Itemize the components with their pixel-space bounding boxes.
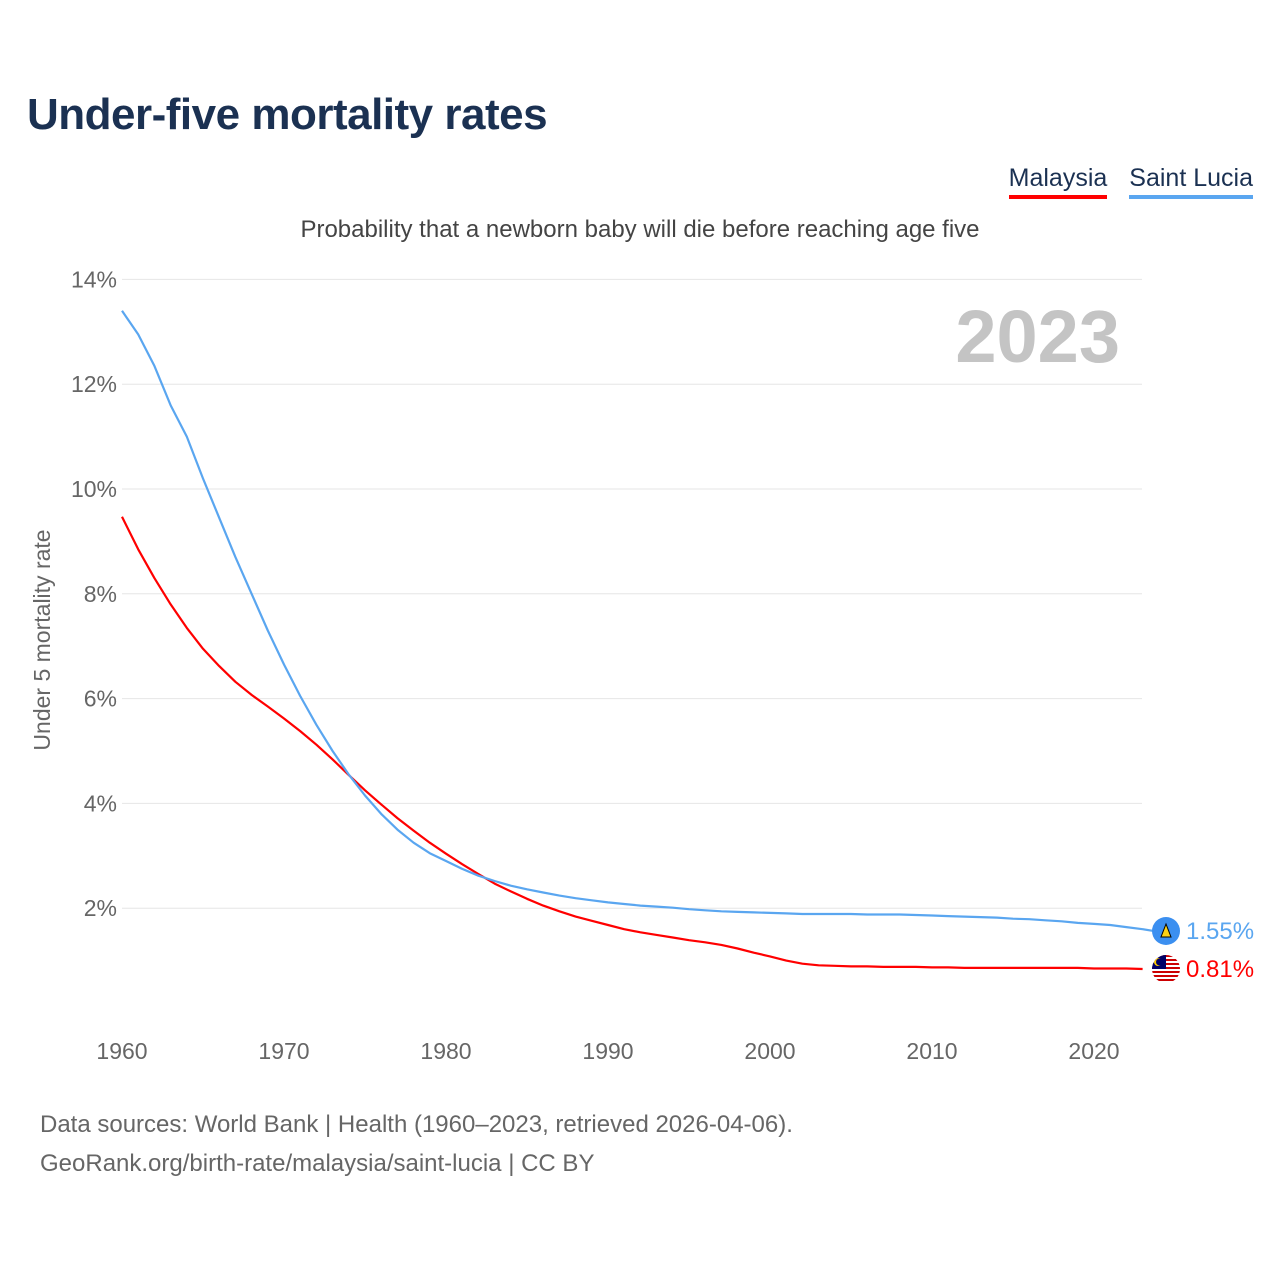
- series-line-malaysia: [121, 516, 1143, 971]
- x-tick-label: 1970: [258, 1038, 309, 1064]
- y-tick-label: 12%: [71, 371, 117, 397]
- x-tick-label: 2020: [1068, 1038, 1119, 1064]
- series-line-saint-lucia: [121, 310, 1159, 933]
- flag-icon-saint-lucia: [1152, 917, 1180, 945]
- y-tick-label: 2%: [84, 895, 117, 921]
- legend-item-malaysia[interactable]: Malaysia: [1008, 164, 1108, 199]
- data-source: Data sources: World Bank | Health (1960–…: [40, 1111, 793, 1138]
- legend: Malaysia Saint Lucia: [1008, 164, 1253, 199]
- flag-icon-malaysia: [1152, 955, 1180, 983]
- x-tick-label: 2000: [744, 1038, 795, 1064]
- source-link[interactable]: GeoRank.org/birth-rate/malaysia/saint-lu…: [40, 1150, 595, 1177]
- legend-item-saint-lucia[interactable]: Saint Lucia: [1129, 164, 1253, 199]
- y-tick-label: 6%: [84, 686, 117, 712]
- x-tick-label: 1990: [582, 1038, 633, 1064]
- y-tick-label: 14%: [71, 266, 117, 292]
- y-tick-label: 8%: [84, 581, 117, 607]
- chart-subtitle: Probability that a newborn baby will die…: [300, 216, 980, 243]
- y-tick-label: 10%: [71, 476, 117, 502]
- x-tick-label: 1980: [420, 1038, 471, 1064]
- x-tick-label: 1960: [96, 1038, 147, 1064]
- end-value-label: 1.55%: [1186, 918, 1254, 945]
- y-tick-label: 4%: [84, 790, 117, 816]
- x-tick-label: 2010: [906, 1038, 957, 1064]
- end-value-label: 0.81%: [1186, 956, 1254, 983]
- y-axis-label: Under 5 mortality rate: [29, 529, 55, 750]
- year-label: 2023: [955, 295, 1120, 378]
- footer: Data sources: World Bank | Health (1960–…: [40, 1105, 793, 1183]
- chart-title: Under-five mortality rates: [27, 90, 548, 139]
